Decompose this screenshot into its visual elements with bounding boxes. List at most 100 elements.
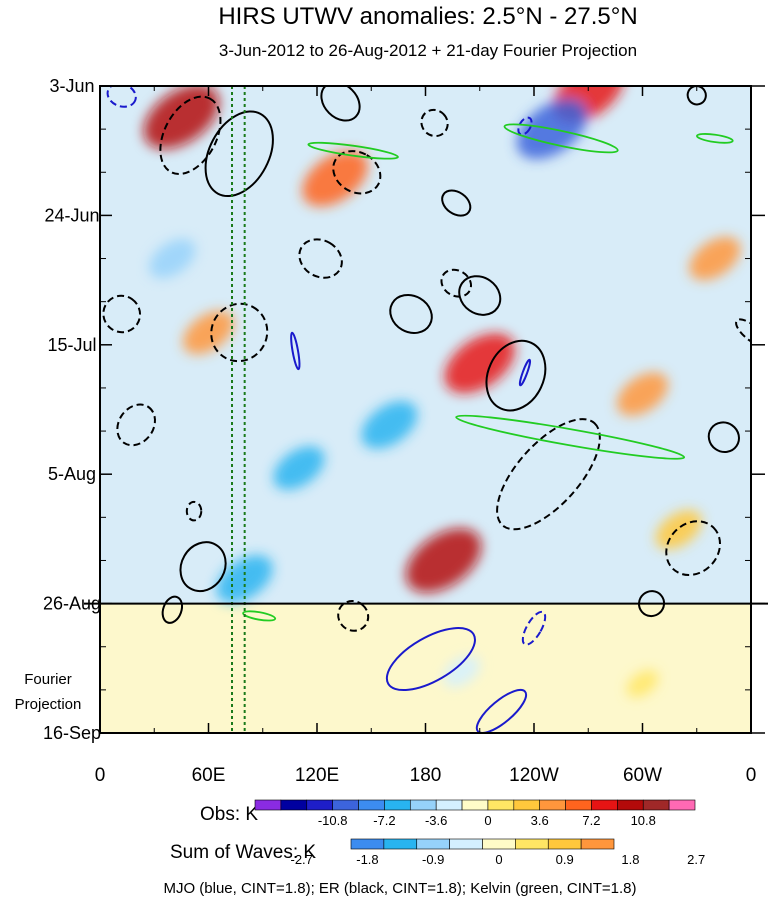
projection-label-line1: Fourier [24,671,72,688]
obs-colorbar-swatch-13 [591,799,618,811]
waves-colorbar-tick-label-0: -2.7 [290,852,312,867]
waves-colorbar-swatch-5 [515,838,549,850]
anomaly-blob-3 [405,528,482,593]
obs-colorbar-swatch-3 [332,799,359,811]
y-tick-label-4: 26-Aug [43,594,101,614]
waves-colorbar-tick-label-4: 0.9 [556,852,574,867]
anomaly-blob-8 [361,401,418,449]
obs-colorbar: -10.8 -7.2 -3.6 0 3.6 7.2 10.8 [254,799,696,828]
anomaly-blob-11 [149,238,196,279]
obs-colorbar-tick-label-6: 10.8 [631,813,656,828]
obs-legend-label: Obs: K [200,804,258,825]
er-contour-12 [441,189,472,217]
wave-contours [102,86,751,733]
er-contour-24 [707,421,740,454]
er-contour-16 [458,275,502,316]
kelvin-contour-32 [307,141,399,160]
mjo-contour-2 [290,331,301,371]
anomaly-blob-7 [182,310,235,355]
mjo-contour-5 [385,627,476,692]
obs-colorbar-tick-label-5: 7.2 [582,813,600,828]
waves-colorbar-swatch-6 [547,838,582,850]
er-contour-11 [420,108,449,138]
waves-colorbar-swatch-7 [580,838,615,850]
obs-colorbar-swatch-10 [513,799,541,811]
obs-colorbar-swatch-12 [565,799,592,811]
er-contour-29 [638,590,666,618]
plot-field [100,86,751,733]
obs-colorbar-swatch-7 [435,799,463,811]
er-contour-17 [210,302,269,363]
obs-colorbar-swatch-11 [539,799,566,811]
er-contour-20 [485,339,547,412]
er-contour-21 [496,418,601,531]
obs-colorbar-swatch-14 [617,799,644,811]
y-tick-label-0: 3-Jun [49,76,94,96]
mjo-contour-3 [518,358,532,387]
anomaly-blob-2 [444,333,516,394]
x-tick-label-2: 120E [295,765,339,786]
mjo-contour-1 [517,116,533,136]
er-contour-23 [665,520,722,577]
er-contour-18 [102,294,142,334]
wave-legend-footer: MJO (blue, CINT=1.8); ER (black, CINT=1.… [163,880,636,897]
obs-colorbar-swatch-6 [409,799,437,811]
anomaly-blob-13 [655,510,702,550]
obs-colorbar-tick-label-0: -10.8 [318,813,348,828]
obs-colorbar-tick-label-4: 3.6 [531,813,549,828]
kelvin-contour-34 [696,133,734,144]
waves-colorbar-swatch-1 [383,838,418,850]
chart-title: HIRS UTWV anomalies: 2.5°N - 27.5°N [218,3,637,30]
mjo-contour-6 [475,688,528,733]
obs-colorbar-swatch-8 [461,799,489,811]
anomaly-blob-9 [273,446,325,490]
er-contour-19 [116,403,156,447]
y-tick-label-1: 24-Jun [44,205,99,225]
anomaly-blob-15 [626,670,659,698]
er-contour-8 [204,110,274,198]
waves-legend-label: Sum of Waves: K [170,842,316,863]
mjo-contour-0 [106,86,137,108]
obs-colorbar-tick-label-3: 0 [484,813,491,828]
anomaly-field [143,86,741,698]
waves-colorbar: -2.7 -1.8 -0.9 0 0.9 1.8 2.7 [290,838,705,867]
anomaly-blob-6 [616,372,669,416]
y-tick-label-2: 15-Jul [47,335,96,355]
obs-colorbar-tick-label-1: -7.2 [373,813,395,828]
anomaly-blob-14 [443,655,480,687]
kelvin-contour-31 [503,123,619,154]
obs-colorbar-swatch-4 [358,799,385,811]
obs-colorbar-swatch-5 [384,799,411,811]
x-tick-label-5: 60W [623,765,662,786]
waves-colorbar-swatch-0 [350,838,385,850]
obs-colorbar-swatch-0 [254,799,282,811]
obs-colorbar-swatch-9 [487,799,515,811]
kelvin-contour-35 [242,610,277,622]
er-contour-26 [185,500,203,522]
er-contour-30 [686,86,707,106]
waves-colorbar-tick-label-3: 0 [495,852,502,867]
obs-colorbar-swatch-15 [642,799,670,811]
chart-subtitle: 3-Jun-2012 to 26-Aug-2012 + 21-day Fouri… [219,41,637,60]
y-tick-label-5: 16-Sep [43,723,101,743]
er-contour-15 [440,268,473,298]
er-contour-14 [389,293,433,335]
waves-colorbar-tick-label-1: -1.8 [356,852,378,867]
kelvin-contour-33 [455,414,686,460]
x-tick-label-0: 0 [95,765,106,786]
er-contour-13 [298,238,343,279]
mjo-contour-4 [521,610,547,646]
er-contour-25 [179,541,227,593]
waves-colorbar-swatch-3 [449,838,483,850]
waves-colorbar-tick-label-2: -0.9 [422,852,444,867]
anomaly-blob-12 [689,236,741,281]
anomaly-blob-1 [302,150,368,207]
waves-colorbar-swatch-2 [416,838,450,850]
waves-colorbar-tick-label-5: 1.8 [621,852,639,867]
waves-colorbar-swatch-4 [482,838,516,850]
x-tick-label-4: 120W [509,765,559,786]
y-tick-label-3: 5-Aug [48,464,96,484]
x-tick-label-3: 180 [410,765,442,786]
obs-colorbar-swatch-16 [668,799,696,811]
